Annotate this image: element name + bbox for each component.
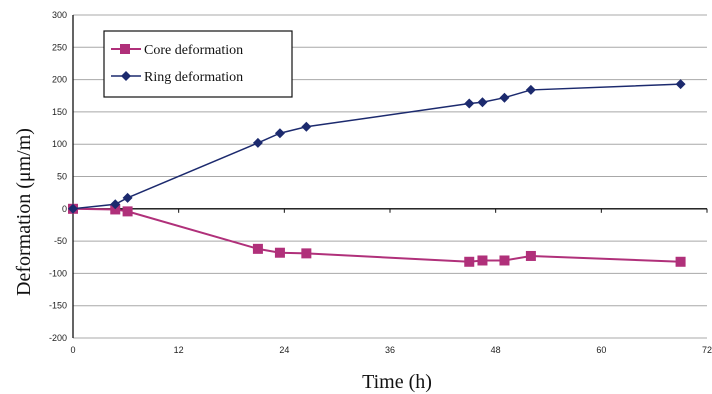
data-point-ring	[675, 79, 686, 90]
y-tick-labels: -200 -150 -100 -50 0 50 100 150 200 250 300	[49, 10, 67, 343]
legend-core-marker	[120, 44, 130, 54]
y-tick-label: 0	[62, 204, 67, 214]
data-point-ring	[252, 137, 263, 148]
data-point-ring	[525, 84, 536, 95]
data-point-core	[477, 255, 488, 266]
series-line-ring	[72, 83, 681, 210]
legend-ring-marker	[121, 71, 131, 81]
data-point-core	[499, 255, 510, 266]
legend-ring-label: Ring deformation	[144, 70, 243, 85]
data-point-core	[675, 256, 686, 267]
data-point-core	[110, 204, 121, 215]
legend-box	[103, 30, 293, 98]
data-point-core	[525, 250, 536, 261]
x-tick-labels: 0 12 24 36 48 60 72	[70, 345, 712, 355]
data-point-ring	[477, 97, 488, 108]
y-tick-label: -150	[49, 301, 67, 311]
x-tick-label: 72	[702, 345, 712, 355]
x-tick-label: 24	[279, 345, 289, 355]
y-axis-label: Deformation (μm/m)	[13, 128, 35, 296]
x-tick-label: 60	[596, 345, 606, 355]
x-axis-label: Time (h)	[362, 371, 432, 393]
y-tick-label: 100	[52, 139, 67, 149]
y-tick-label: -200	[49, 333, 67, 343]
data-point-core	[122, 206, 133, 217]
y-tick-label: 150	[52, 107, 67, 117]
x-tick-label: 48	[491, 345, 501, 355]
data-point-ring	[274, 128, 285, 139]
data-point-ring	[499, 92, 510, 103]
data-point-ring	[110, 199, 121, 210]
data-point-core	[464, 256, 475, 267]
legend: Core deformation Ring deformation	[103, 30, 293, 98]
y-tick-label: 300	[52, 10, 67, 20]
series-layer	[68, 79, 686, 267]
x-tick-label: 36	[385, 345, 395, 355]
data-point-core	[252, 243, 263, 254]
legend-core-label: Core deformation	[144, 43, 243, 58]
y-tick-label: 250	[52, 42, 67, 52]
x-tick-label: 12	[174, 345, 184, 355]
data-point-core	[274, 247, 285, 258]
y-tick-label: 50	[57, 172, 67, 182]
data-point-ring	[68, 203, 78, 214]
data-point-ring	[122, 192, 133, 203]
data-point-ring	[301, 121, 312, 132]
data-point-ring	[464, 98, 475, 109]
data-point-core	[301, 248, 312, 259]
y-tick-label: 200	[52, 75, 67, 85]
y-tick-label: -50	[54, 236, 67, 246]
series-line-core	[72, 207, 681, 263]
y-tick-label: -100	[49, 268, 67, 278]
x-tick-label: 0	[70, 345, 75, 355]
